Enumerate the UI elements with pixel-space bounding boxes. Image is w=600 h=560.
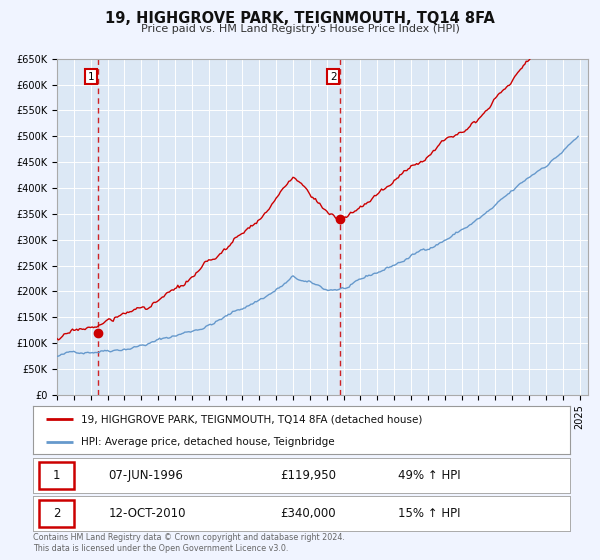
Text: 19, HIGHGROVE PARK, TEIGNMOUTH, TQ14 8FA: 19, HIGHGROVE PARK, TEIGNMOUTH, TQ14 8FA [105, 11, 495, 26]
Text: 2: 2 [330, 72, 337, 82]
Text: HPI: Average price, detached house, Teignbridge: HPI: Average price, detached house, Teig… [82, 437, 335, 447]
FancyBboxPatch shape [40, 462, 74, 488]
Text: 19, HIGHGROVE PARK, TEIGNMOUTH, TQ14 8FA (detached house): 19, HIGHGROVE PARK, TEIGNMOUTH, TQ14 8FA… [82, 414, 423, 424]
Text: 1: 1 [53, 469, 61, 482]
Text: 1: 1 [88, 72, 95, 82]
Text: 15% ↑ HPI: 15% ↑ HPI [398, 507, 461, 520]
Text: 12-OCT-2010: 12-OCT-2010 [108, 507, 185, 520]
Text: Price paid vs. HM Land Registry's House Price Index (HPI): Price paid vs. HM Land Registry's House … [140, 24, 460, 34]
FancyBboxPatch shape [40, 500, 74, 526]
Text: £340,000: £340,000 [280, 507, 335, 520]
Text: 07-JUN-1996: 07-JUN-1996 [108, 469, 183, 482]
Text: £119,950: £119,950 [280, 469, 336, 482]
Text: Contains HM Land Registry data © Crown copyright and database right 2024.
This d: Contains HM Land Registry data © Crown c… [33, 533, 345, 553]
Text: 2: 2 [53, 507, 61, 520]
Text: 49% ↑ HPI: 49% ↑ HPI [398, 469, 461, 482]
